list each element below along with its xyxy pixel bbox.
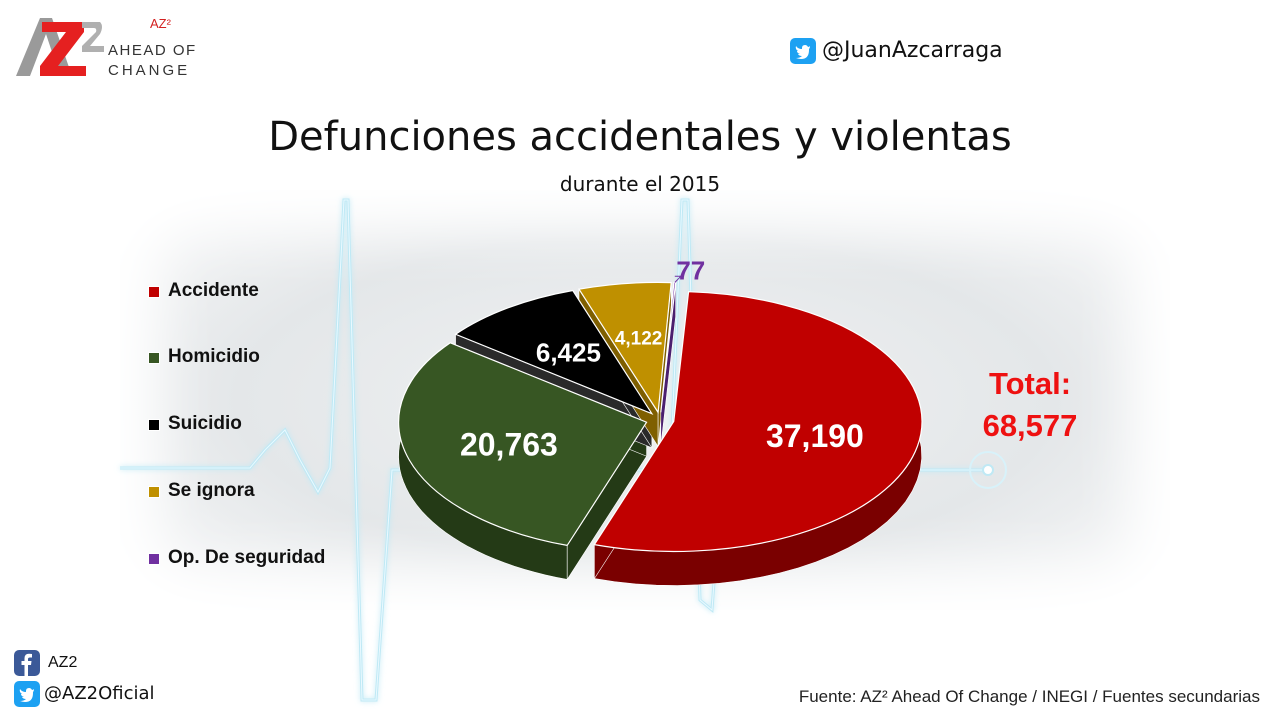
logo-superscript: AZ² [150,16,171,31]
chart-subtitle: durante el 2015 [559,172,721,196]
data-label-se-ignora: 4,122 [615,328,663,349]
pie-slice-suicidio [454,289,654,415]
twitter-handle-bottom[interactable]: @AZ2Oficial [44,683,155,704]
legend-swatch-suicidio [148,419,160,431]
legend-swatch-op-de-seguridad [148,553,160,565]
twitter-icon-bottom[interactable] [14,681,40,707]
twitter-handle-top[interactable]: @JuanAzcarraga [822,38,1003,63]
total-label: Total: [988,366,1072,401]
data-label-homicidio: 20,763 [460,426,558,462]
legend-swatch-homicidio [148,352,160,364]
facebook-name[interactable]: AZ2 [48,654,78,671]
az2-logo-mark [16,18,104,76]
pie-slice-homicidio [398,342,648,547]
legend-label-homicidio: Homicidio [168,346,260,367]
total-value: 68,577 [982,408,1078,443]
facebook-icon[interactable] [14,650,40,676]
logo-line-change: CHANGE [108,62,191,79]
data-label-suicidio: 6,425 [536,337,601,367]
az2-logo: AZ² AHEAD OF CHANGE [12,12,202,80]
legend-label-suicidio: Suicidio [168,413,242,434]
legend-label-op-de-seguridad: Op. De seguridad [168,547,326,568]
pie-slice-accidente [593,291,923,553]
legend-swatch-se-ignora [148,486,160,498]
legend-swatch-accidente [148,286,160,298]
logo-line-ahead-of: AHEAD OF [108,42,197,59]
data-label-leader-op-de-seguridad [674,275,682,283]
data-label-op-de-seguridad: 77 [676,255,705,285]
pie-slice-se-ignora [578,281,672,415]
data-label-accidente: 37,190 [766,418,864,454]
legend-label-accidente: Accidente [168,280,259,301]
twitter-icon[interactable] [790,38,816,64]
source-note: Fuente: AZ² Ahead Of Change / INEGI / Fu… [798,687,1260,706]
chart-title: Defunciones accidentales y violentas [268,114,1012,160]
legend-label-se-ignora: Se ignora [168,480,255,501]
